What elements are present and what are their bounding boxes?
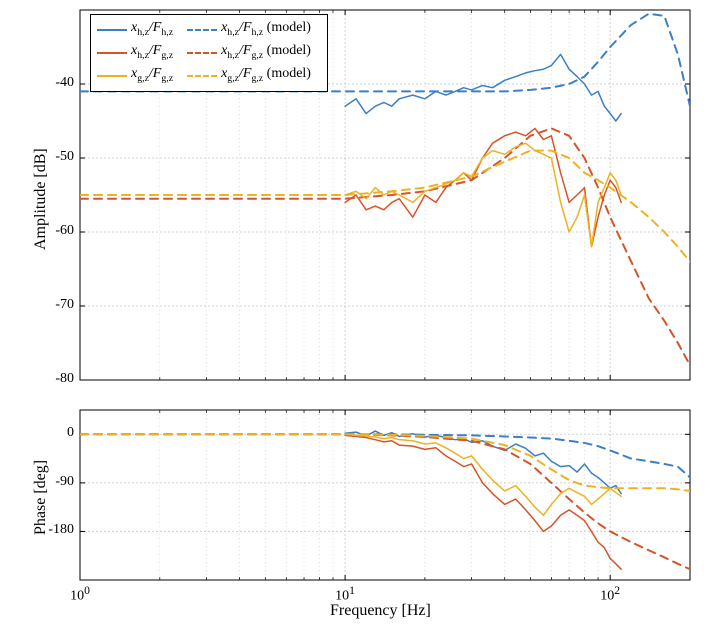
legend-box: xh,z/Fh,zxh,z/Fh,z (model)xh,z/Fg,zxh,z/…	[90, 14, 328, 92]
ytick-label: -180	[24, 522, 74, 538]
series-xh_Fg_meas-amplitude	[345, 128, 621, 246]
xtick-label: 102	[590, 584, 630, 605]
series-xh_Fh_model-phase	[80, 434, 690, 477]
ytick-label: 0	[24, 425, 74, 441]
legend-swatch	[187, 29, 217, 31]
xtick-label: 101	[325, 584, 365, 605]
legend-swatch	[97, 29, 127, 31]
series-xg_Fg_meas-phase	[345, 434, 621, 515]
legend-swatch	[97, 75, 127, 77]
legend-swatch	[97, 52, 127, 54]
ytick-label: -70	[24, 297, 74, 313]
legend-label: xh,z/Fg,z	[131, 42, 173, 65]
ytick-label: -40	[24, 75, 74, 91]
xtick-label: 100	[60, 584, 100, 605]
legend-label: xh,z/Fh,z (model)	[221, 19, 311, 42]
series-xh_Fg_meas-phase	[345, 435, 621, 569]
phase-xlabel: Frequency [Hz]	[330, 602, 431, 620]
series-xh_Fh_meas-amplitude	[345, 54, 621, 121]
ytick-label: -80	[24, 371, 74, 387]
figure-container: Amplitude [dB] Phase [deg] Frequency [Hz…	[0, 0, 705, 625]
legend-label: xg,z/Fg,z (model)	[221, 65, 311, 88]
ytick-label: -90	[24, 474, 74, 490]
ytick-label: -60	[24, 223, 74, 239]
legend-swatch	[187, 52, 217, 54]
legend-label: xh,z/Fh,z	[131, 19, 173, 42]
series-xg_Fg_model-amplitude	[80, 151, 690, 262]
legend-label: xh,z/Fg,z (model)	[221, 42, 311, 65]
ytick-label: -50	[24, 149, 74, 165]
series-xh_Fg_model-amplitude	[80, 128, 690, 365]
series-xg_Fg_meas-amplitude	[345, 143, 621, 247]
legend-swatch	[187, 75, 217, 77]
legend-row: xh,z/Fg,z xh,z/Fg,z (model)	[97, 42, 321, 65]
legend-label: xg,z/Fg,z	[131, 65, 173, 88]
legend-row: xh,z/Fh,z xh,z/Fh,z (model)	[97, 19, 321, 42]
legend-row: xg,z/Fg,z xg,z/Fg,z (model)	[97, 65, 321, 88]
series-xh_Fg_model-phase	[80, 434, 690, 569]
phase-plot-area	[80, 410, 690, 580]
phase-svg	[80, 410, 690, 580]
